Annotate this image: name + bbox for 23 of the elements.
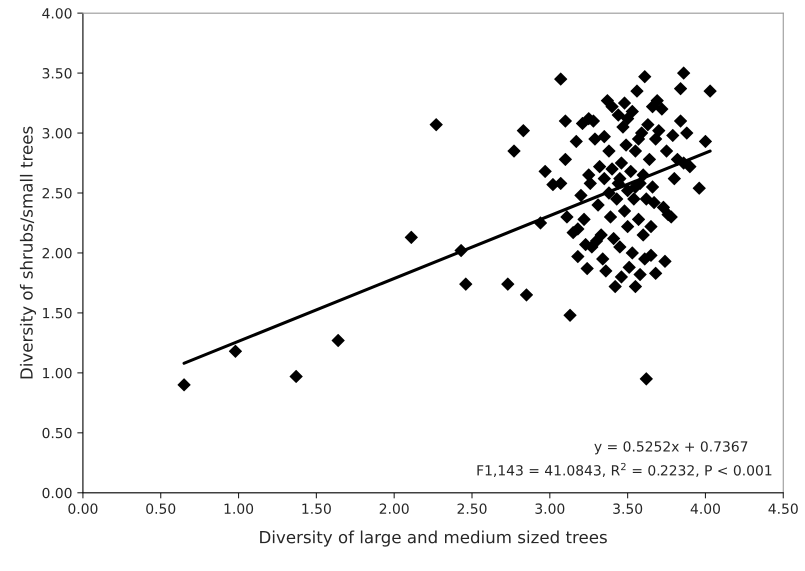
x-tick-label: 3.00	[535, 503, 564, 514]
x-tick-label: 2.50	[458, 503, 487, 514]
x-tick-label: 1.50	[302, 503, 331, 514]
y-tick-label: 2.00	[42, 248, 72, 258]
annotation: F1,143 = 41.0843, R$^{2}$ = 0.2232, P < 0.001	[477, 462, 772, 478]
y-tick-label: 2.50	[42, 188, 72, 198]
y-tick-label: 3.00	[42, 128, 72, 139]
x-tick-label: 4.00	[690, 503, 720, 514]
x-tick-label: 4.50	[768, 503, 798, 514]
y-tick-label: 4.00	[42, 8, 72, 19]
x-tick-label: 3.50	[613, 503, 642, 514]
x-tick-label: 0.00	[68, 503, 98, 514]
x-tick-label: 1.00	[224, 503, 254, 514]
y-tick-label: 1.00	[43, 368, 72, 378]
y-tick-label: 0.50	[42, 428, 72, 438]
y-axis-title: Diversity of shrubs/small trees	[20, 126, 36, 378]
x-tick-label: 0.50	[146, 503, 176, 514]
x-tick-label: 2.00	[380, 503, 409, 514]
x-axis-title: Diversity of large and medium sized trees	[260, 530, 607, 547]
y-tick-label: 3.50	[42, 68, 72, 79]
y-tick-label: 0.00	[42, 488, 72, 498]
annotation: y = 0.5252x + 0.7367	[594, 441, 748, 454]
y-tick-label: 1.50	[43, 308, 72, 318]
